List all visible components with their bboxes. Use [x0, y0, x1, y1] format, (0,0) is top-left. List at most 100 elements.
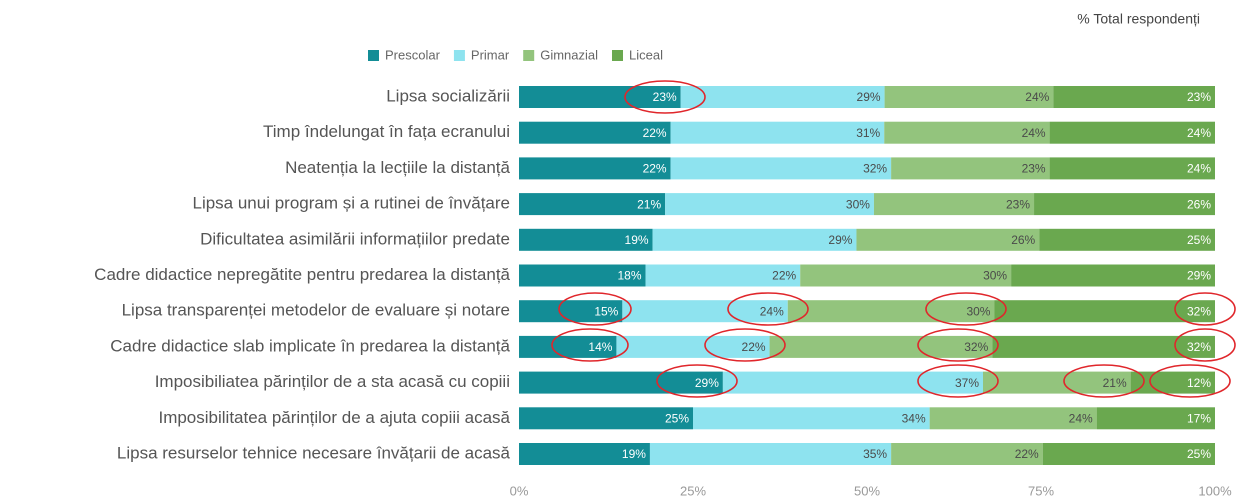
annotation: % Total respondenți [1077, 11, 1200, 27]
value-label: 22% [1015, 447, 1039, 461]
value-label: 29% [828, 233, 852, 247]
highlight [917, 364, 999, 398]
value-label: 19% [625, 233, 649, 247]
value-label: 34% [902, 411, 926, 425]
value-label: 32% [863, 162, 887, 176]
bar-segment [519, 264, 646, 287]
bar-segment [1096, 407, 1215, 430]
value-label: 35% [863, 447, 887, 461]
value-label: 22% [742, 340, 766, 354]
legend-label: Prescolar [385, 47, 441, 62]
value-label: 26% [1011, 233, 1035, 247]
legend-label: Liceal [629, 47, 663, 62]
bar-segment [670, 157, 892, 180]
bar-segment [649, 443, 892, 465]
value-label: 23% [653, 90, 677, 104]
bar-segment [519, 86, 681, 108]
x-tick-label: 100% [1198, 483, 1232, 498]
value-label: 24% [1069, 411, 1093, 425]
value-label: 25% [665, 411, 689, 425]
value-label: 23% [1006, 197, 1030, 211]
x-tick-label: 25% [680, 483, 706, 498]
bar-segment [884, 86, 1054, 108]
highlight [551, 328, 629, 362]
bar-segment [1039, 228, 1215, 251]
bar-segment [519, 300, 623, 323]
category-label: Imposibiliatea părinților de a sta acasă… [155, 372, 510, 391]
category-label: Dificultatea asimilării informațiilor pr… [200, 229, 510, 248]
x-tick-label: 50% [854, 483, 880, 498]
highlight [558, 292, 632, 326]
value-label: 21% [637, 197, 661, 211]
value-label: 24% [760, 304, 784, 318]
value-label: 23% [1022, 162, 1046, 176]
bar-segment [519, 228, 653, 251]
bar-segment [884, 121, 1050, 144]
value-label: 37% [955, 376, 979, 390]
plot: 0% 25% 50% 75% 100% Prescolar Primar Gimnazial L… [94, 47, 1232, 498]
value-label: 24% [1022, 126, 1046, 140]
bar-segment [929, 407, 1097, 430]
bar-segment [670, 121, 885, 144]
bar-segment [1049, 121, 1215, 144]
highlight [624, 80, 706, 114]
category-label: Lipsa socializării [386, 86, 510, 105]
category-label: Timp îndelungat în fața ecranului [263, 122, 510, 141]
value-label: 23% [1187, 90, 1211, 104]
x-tick-label: 0% [510, 483, 529, 498]
bar-segment [787, 300, 995, 323]
value-label: 19% [622, 447, 646, 461]
value-label: 32% [1187, 340, 1211, 354]
highlight [1174, 328, 1236, 362]
value-label: 29% [695, 376, 719, 390]
highlights [551, 80, 1236, 398]
bar-segment [1042, 443, 1215, 465]
value-label: 30% [983, 269, 1007, 283]
bar-segment [891, 157, 1050, 180]
bar-segment [1049, 157, 1215, 180]
category-label: Lipsa resurselor tehnice necesare învăța… [117, 443, 511, 462]
bar-segment [519, 157, 671, 180]
highlight [1063, 364, 1145, 398]
value-label: 12% [1187, 376, 1211, 390]
bar-segment [665, 193, 874, 216]
value-label: 15% [594, 304, 618, 318]
value-label: 22% [772, 269, 796, 283]
bar-segment [519, 121, 671, 144]
category-label: Lipsa transparenței metodelor de evaluar… [122, 301, 510, 320]
value-label: 22% [643, 162, 667, 176]
legend-swatch [523, 50, 535, 61]
value-label: 26% [1187, 197, 1211, 211]
bar-segment [1053, 86, 1215, 108]
bar-segment [693, 407, 930, 430]
value-label: 30% [966, 304, 990, 318]
highlight [727, 292, 809, 326]
bar-segment [616, 335, 770, 358]
highlight [656, 364, 738, 398]
value-label: 31% [856, 126, 880, 140]
bar-segment [856, 228, 1040, 251]
bar-segment [519, 193, 666, 216]
bar-segment [645, 264, 801, 287]
highlight [917, 328, 999, 362]
category-label: Cadre didactice slab implicate în predar… [110, 336, 510, 355]
bar-segment [994, 300, 1215, 323]
legend-label: Primar [471, 47, 510, 62]
value-label: 24% [1187, 162, 1211, 176]
value-label: 32% [964, 340, 988, 354]
x-tick-label: 75% [1028, 483, 1054, 498]
highlight [1149, 364, 1231, 398]
bar-segment [519, 407, 693, 430]
legend-swatch [453, 50, 465, 61]
bar-segment [891, 443, 1043, 465]
bar-segment [519, 371, 723, 394]
bar-segment [873, 193, 1035, 216]
value-label: 32% [1187, 304, 1211, 318]
value-label: 25% [1187, 447, 1211, 461]
bar-segment [722, 371, 983, 394]
highlight [1174, 292, 1236, 326]
value-label: 17% [1187, 411, 1211, 425]
legend-swatch [368, 50, 379, 61]
bar-segment [992, 335, 1215, 358]
